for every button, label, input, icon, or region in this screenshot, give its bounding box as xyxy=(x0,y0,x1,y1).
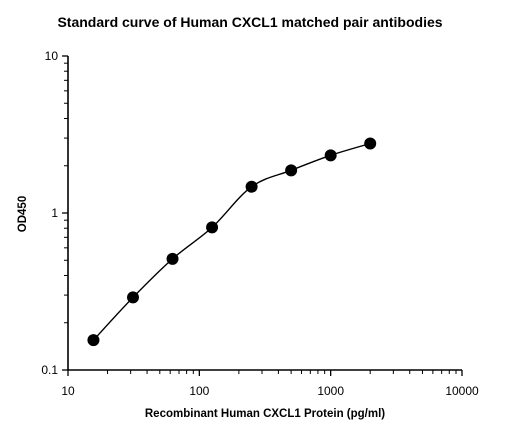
data-point xyxy=(206,221,219,234)
data-point xyxy=(324,149,337,162)
data-point xyxy=(245,180,258,193)
y-tick-label: 0.1 xyxy=(41,363,58,377)
x-tick-label: 10000 xyxy=(445,384,479,398)
y-tick-label: 1 xyxy=(51,206,58,220)
x-tick-label: 10 xyxy=(61,384,75,398)
plot-area: 10 100 1000 10000 0.1 1 10 xyxy=(41,49,479,398)
data-point xyxy=(364,137,377,150)
x-tick-label: 100 xyxy=(189,384,209,398)
data-point xyxy=(285,164,298,177)
chart-title: Standard curve of Human CXCL1 matched pa… xyxy=(57,14,442,30)
x-axis-label: Recombinant Human CXCL1 Protein (pg/ml) xyxy=(145,408,385,420)
data-point xyxy=(166,252,179,265)
y-axis-label: OD450 xyxy=(17,196,29,232)
y-tick-label: 10 xyxy=(45,49,59,63)
data-point xyxy=(126,291,139,304)
x-tick-label: 1000 xyxy=(317,384,344,398)
data-point xyxy=(87,334,100,347)
fit-curve xyxy=(92,142,371,341)
